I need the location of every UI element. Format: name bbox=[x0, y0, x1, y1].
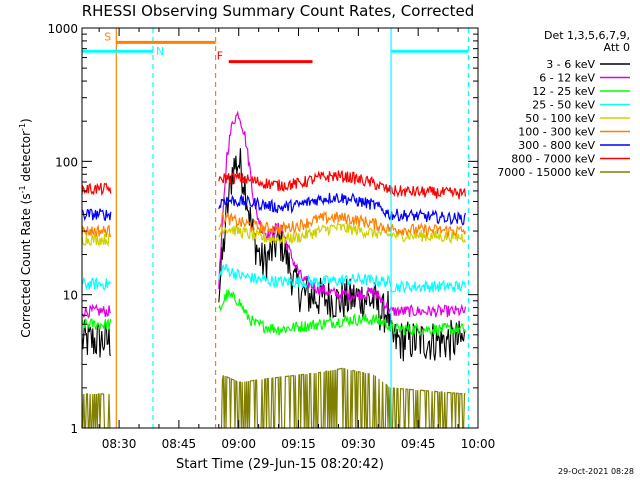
data-layer bbox=[81, 110, 466, 429]
series-line-8 bbox=[81, 170, 466, 200]
legend-label-9: 7000 - 15000 keV bbox=[497, 166, 595, 179]
series-line-2 bbox=[81, 110, 466, 319]
x-tick-label-5: 09:30 bbox=[341, 437, 376, 451]
annotation-label-S: S bbox=[104, 30, 111, 43]
y-axis-label-sup1: -1 bbox=[18, 185, 27, 193]
y-axis: 1 10 100 1000 bbox=[47, 22, 478, 436]
y-axis-label: Corrected Count Rate (s-1 detector-1) bbox=[18, 118, 33, 337]
annotation-layer: S N F bbox=[82, 28, 470, 428]
legend-label-8: 800 - 7000 keV bbox=[511, 153, 595, 166]
series-line-7 bbox=[81, 192, 466, 226]
y-axis-label-main: Corrected Count Rate (s bbox=[19, 193, 33, 337]
y-tick-label-1: 1 bbox=[70, 422, 78, 436]
legend-label-4: 25 - 50 keV bbox=[532, 99, 595, 112]
legend-label-3: 12 - 25 keV bbox=[532, 85, 595, 98]
x-axis-label: Start Time (29-Jun-15 08:20:42) bbox=[176, 457, 384, 472]
x-tick-label-6: 09:45 bbox=[401, 437, 436, 451]
legend-label-6: 100 - 300 keV bbox=[518, 126, 595, 139]
series-line-4 bbox=[81, 263, 466, 293]
legend-header-line1: Det 1,3,5,6,7,9, bbox=[544, 29, 630, 42]
legend-header-line2: Att 0 bbox=[604, 41, 630, 54]
annotation-label-F: F bbox=[217, 50, 223, 63]
series-line-6 bbox=[81, 210, 466, 238]
y-tick-label-4: 1000 bbox=[47, 22, 78, 36]
legend-label-2: 6 - 12 keV bbox=[539, 72, 595, 85]
annotation-label-N: N bbox=[156, 45, 164, 58]
legend-label-1: 3 - 6 keV bbox=[546, 58, 595, 71]
y-axis-label-mid: detector bbox=[19, 131, 33, 186]
plot-frame bbox=[81, 27, 479, 429]
x-tick-label-2: 08:45 bbox=[162, 437, 197, 451]
series-line-5 bbox=[81, 220, 466, 248]
footer-date: 29-Oct-2021 08:28 bbox=[558, 467, 634, 476]
series-line-9 bbox=[81, 367, 466, 429]
x-tick-label-1: 08:30 bbox=[102, 437, 137, 451]
legend-label-7: 300 - 800 keV bbox=[518, 139, 595, 152]
chart-title: RHESSI Observing Summary Count Rates, Co… bbox=[82, 2, 475, 20]
y-axis-label-end: ) bbox=[19, 118, 33, 123]
y-tick-label-2: 10 bbox=[63, 289, 78, 303]
series-line-3 bbox=[81, 288, 466, 337]
x-tick-label-4: 09:15 bbox=[281, 437, 316, 451]
x-tick-label-3: 09:00 bbox=[221, 437, 256, 451]
y-axis-label-sup2: -1 bbox=[18, 123, 27, 131]
legend-label-5: 50 - 100 keV bbox=[525, 112, 595, 125]
y-tick-label-3: 100 bbox=[55, 155, 78, 169]
x-tick-label-7: 10:00 bbox=[461, 437, 496, 451]
x-axis: 08:30 08:45 09:00 09:15 09:30 09:45 10:00 bbox=[98, 28, 496, 451]
